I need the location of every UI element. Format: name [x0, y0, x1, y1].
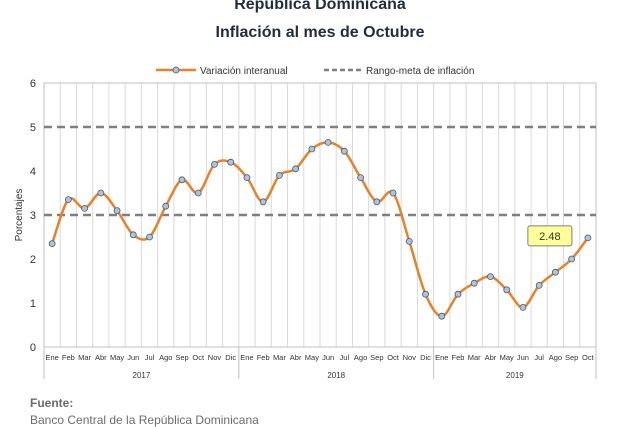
source-text: Banco Central de la República Dominicana — [30, 413, 259, 427]
y-tick-label: 0 — [30, 342, 36, 354]
year-label: 2018 — [327, 371, 345, 380]
x-tick-label: Mar — [468, 353, 481, 362]
data-point — [48, 240, 56, 248]
x-tick-label: Nov — [403, 353, 417, 362]
data-point — [422, 290, 429, 298]
x-tick-label: Sep — [175, 353, 188, 362]
data-point — [259, 198, 267, 206]
x-tick-label: May — [305, 353, 319, 362]
data-point — [552, 268, 559, 276]
data-point — [162, 202, 170, 210]
data-point — [129, 231, 137, 239]
y-tick-label: 6 — [30, 78, 36, 90]
y-tick-label: 2 — [30, 254, 36, 266]
data-point — [389, 189, 397, 197]
data-point — [405, 237, 413, 245]
legend-label-target: Rango-meta de inflación — [366, 66, 474, 77]
x-tick-label: Abr — [290, 353, 302, 362]
data-point — [454, 290, 462, 298]
data-label: 2.48 — [539, 231, 560, 243]
x-tick-label: Nov — [208, 353, 222, 362]
data-point — [146, 233, 153, 241]
data-point — [324, 138, 332, 146]
x-tick-label: Oct — [582, 353, 595, 362]
data-label-box — [527, 225, 573, 247]
data-point — [340, 147, 348, 155]
x-tick-label: Jul — [340, 353, 350, 362]
legend-marker — [172, 66, 180, 74]
x-tick-label: Oct — [387, 353, 400, 362]
x-tick-label: Feb — [452, 353, 465, 362]
data-point — [211, 160, 218, 168]
data-point — [97, 189, 105, 197]
x-tick-label: Abr — [95, 353, 107, 362]
data-point — [568, 255, 576, 263]
data-point — [81, 204, 88, 212]
x-tick-label: Feb — [62, 353, 75, 362]
x-tick-label: Dic — [420, 353, 431, 362]
x-tick-label: Ene — [45, 353, 58, 362]
x-tick-label: Mar — [273, 353, 286, 362]
x-tick-label: May — [110, 353, 124, 362]
x-tick-label: May — [500, 353, 514, 362]
data-point — [503, 286, 511, 294]
year-label: 2017 — [133, 371, 151, 380]
x-tick-label: Jun — [322, 353, 334, 362]
x-tick-label: Jun — [127, 353, 139, 362]
x-tick-label: Ene — [240, 353, 253, 362]
data-point — [470, 279, 478, 287]
x-tick-label: Mar — [78, 353, 91, 362]
y-axis-label: Porcentajes — [14, 189, 25, 242]
data-point — [194, 189, 202, 197]
data-point — [357, 174, 364, 182]
data-point — [64, 196, 72, 204]
data-point — [535, 281, 543, 289]
x-tick-label: Jun — [517, 353, 529, 362]
x-tick-label: Ago — [159, 353, 172, 362]
y-tick-label: 4 — [30, 166, 36, 178]
source-label: Fuente: — [30, 396, 74, 410]
y-tick-label: 5 — [30, 122, 36, 134]
data-point — [584, 234, 592, 242]
legend-label-series: Variación interanual — [200, 66, 288, 77]
data-point — [519, 303, 527, 311]
data-point — [373, 198, 381, 206]
x-tick-label: Ene — [435, 353, 448, 362]
x-tick-label: Sep — [565, 353, 578, 362]
data-point — [292, 165, 300, 173]
x-tick-label: Oct — [192, 353, 205, 362]
data-point — [438, 312, 446, 320]
data-point — [243, 174, 251, 182]
chart-subtitle: Inflación al mes de Octubre — [215, 24, 425, 41]
y-tick-label: 1 — [30, 298, 36, 310]
year-label: 2019 — [506, 371, 524, 380]
x-tick-label: Sep — [370, 353, 383, 362]
x-tick-label: Feb — [257, 353, 270, 362]
data-point — [178, 176, 186, 184]
x-tick-label: Jul — [145, 353, 155, 362]
x-tick-label: Jul — [534, 353, 544, 362]
data-point — [308, 145, 316, 153]
chart-title: República Dominicana — [234, 0, 406, 13]
inflation-series-line — [50, 141, 589, 318]
data-point — [276, 171, 283, 179]
x-tick-label: Ago — [549, 353, 562, 362]
y-tick-label: 3 — [30, 210, 36, 222]
data-point — [113, 207, 121, 215]
x-tick-label: Dic — [225, 353, 236, 362]
data-point — [487, 273, 494, 281]
x-tick-label: Ago — [354, 353, 367, 362]
data-point — [227, 158, 235, 166]
x-tick-label: Abr — [485, 353, 497, 362]
